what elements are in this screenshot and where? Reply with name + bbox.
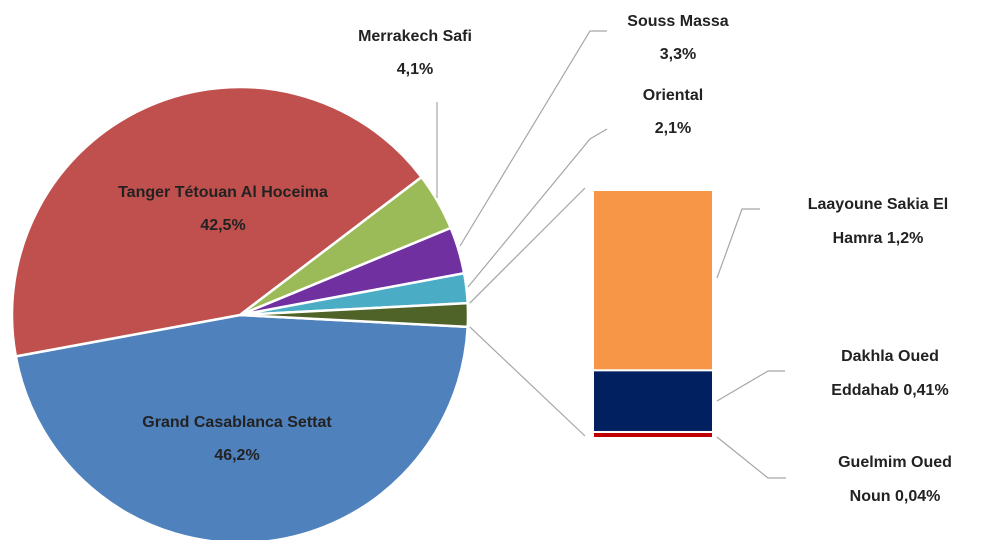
data-label: Oriental 2,1% xyxy=(643,79,703,145)
data-label: Laayoune Sakia El Hamra 1,2% xyxy=(783,188,973,256)
data-label: Souss Massa 3,3% xyxy=(627,5,728,71)
category-label: Grand Casablanca Settat xyxy=(142,414,332,431)
leader-line xyxy=(467,128,608,288)
value-label: 4,1% xyxy=(396,61,434,78)
value-label: 2,1% xyxy=(654,120,692,137)
connector xyxy=(469,326,586,437)
pie-slice xyxy=(14,313,470,540)
leader-line xyxy=(716,370,785,402)
data-label: Tanger Tétouan Al Hoceima 42,5% xyxy=(118,176,328,242)
data-label: Merrakech Safi 4,1% xyxy=(358,20,472,86)
bar-segment xyxy=(592,189,714,372)
category-label: Guelmim Oued Noun xyxy=(838,454,952,505)
pie-slice-other xyxy=(239,301,470,329)
leader-line xyxy=(459,30,607,247)
value-label: 42,5% xyxy=(200,217,246,234)
value-label: 0,04% xyxy=(894,488,941,505)
leader-line xyxy=(716,208,760,279)
value-label: 0,41% xyxy=(903,382,949,399)
data-label: Guelmim Oued Noun 0,04% xyxy=(820,446,970,514)
data-label: Dakhla Oued Eddahab 0,41% xyxy=(815,340,965,408)
leader-line xyxy=(716,436,786,479)
bar-segment xyxy=(592,369,714,433)
pie-slice xyxy=(10,85,424,358)
category-label: Dakhla Oued Eddahab xyxy=(831,348,939,399)
value-label: 3,3% xyxy=(659,46,697,63)
value-label: 1,2% xyxy=(886,230,924,247)
category-label: Laayoune Sakia El Hamra xyxy=(807,196,949,247)
category-label: Merrakech Safi xyxy=(358,28,472,45)
category-label: Tanger Tétouan Al Hoceima xyxy=(118,184,328,201)
value-label: 46,2% xyxy=(214,447,260,464)
bar-segment xyxy=(592,430,714,440)
category-label: Oriental xyxy=(642,87,704,104)
connector xyxy=(469,187,586,304)
category-label: Souss Massa xyxy=(627,13,729,30)
data-label: Grand Casablanca Settat 46,2% xyxy=(142,406,331,472)
